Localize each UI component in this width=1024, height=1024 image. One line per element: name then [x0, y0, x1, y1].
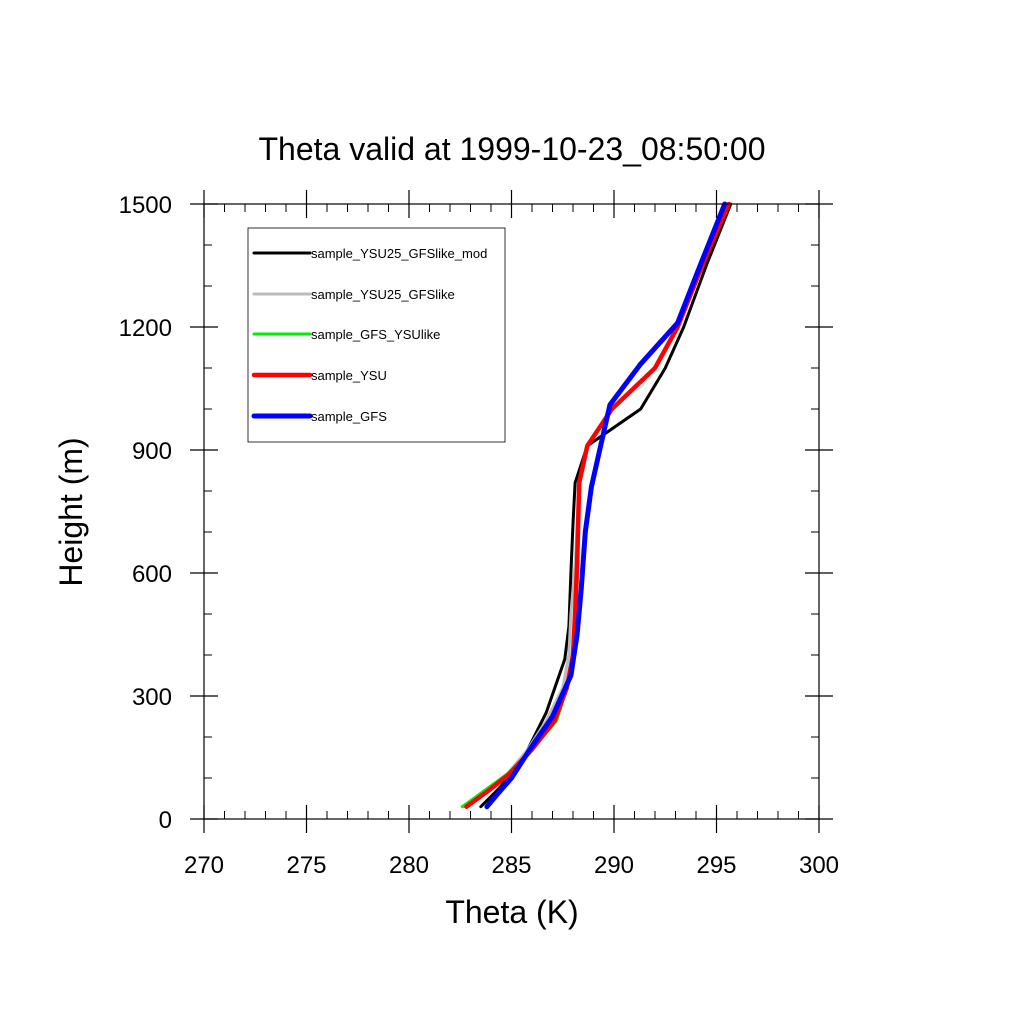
- x-tick-label: 280: [389, 852, 429, 879]
- y-tick-label: 0: [159, 807, 172, 834]
- x-tick-labels: 270 275 280 285 290 295 300: [184, 852, 839, 879]
- x-tick-label: 290: [594, 852, 634, 879]
- y-tick-label: 300: [132, 684, 172, 711]
- y-tick-label: 1200: [119, 315, 172, 342]
- series-line-4: [484, 201, 728, 810]
- legend: sample_YSU25_GFSlike_mod sample_YSU25_GFS…: [247, 227, 506, 443]
- y-tick-label: 600: [132, 561, 172, 588]
- series-lines: [460, 201, 733, 810]
- legend-label-1: sample_YSU25_GFSlike: [311, 287, 455, 302]
- plot-frame: [203, 203, 820, 820]
- legend-label-2: sample_GFS_YSUlike: [311, 327, 440, 342]
- y-tick-labels: 0 300 600 900 1200 1500: [119, 192, 172, 834]
- legend-label-4: sample_GFS: [311, 409, 387, 424]
- minor-ticks: [204, 204, 819, 819]
- x-tick-label: 295: [696, 852, 736, 879]
- x-tick-label: 300: [799, 852, 839, 879]
- y-axis-label: Height (m): [53, 437, 89, 586]
- legend-label-3: sample_YSU: [311, 368, 387, 383]
- y-tick-label: 1500: [119, 192, 172, 219]
- chart-title: Theta valid at 1999-10-23_08:50:00: [258, 131, 765, 167]
- x-tick-label: 275: [286, 852, 326, 879]
- y-tick-label: 900: [132, 438, 172, 465]
- legend-label-0: sample_YSU25_GFSlike_mod: [311, 246, 487, 261]
- x-axis-label: Theta (K): [445, 894, 578, 930]
- x-tick-label: 270: [184, 852, 224, 879]
- x-tick-label: 285: [491, 852, 531, 879]
